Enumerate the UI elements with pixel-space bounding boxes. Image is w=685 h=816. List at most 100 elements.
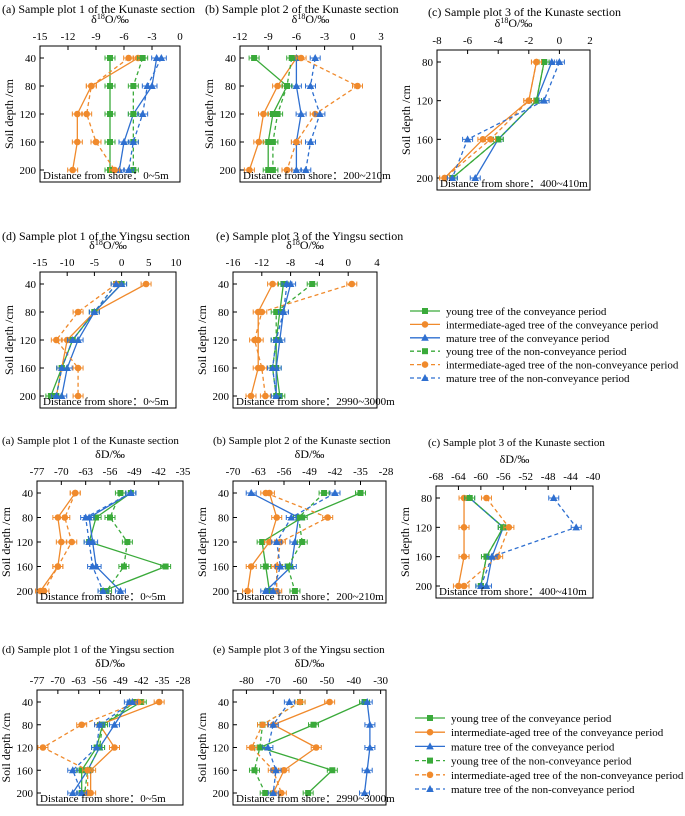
data-point <box>366 743 374 751</box>
y-tick-label: 40 <box>22 697 34 709</box>
data-point <box>269 720 278 728</box>
data-point <box>74 364 82 372</box>
x-tick-label: -30 <box>373 675 388 687</box>
data-point <box>111 166 118 174</box>
x-tick-label: 10 <box>171 257 183 269</box>
data-point <box>120 563 127 570</box>
x-tick-label: -49 <box>113 675 128 687</box>
x-tick-label: -15 <box>33 31 48 43</box>
data-point <box>124 166 133 173</box>
x-tick-label: -52 <box>518 471 533 483</box>
data-point <box>312 744 320 751</box>
y-axis-label: Soil depth /cm <box>195 304 209 375</box>
data-point <box>247 392 255 400</box>
data-point <box>269 167 276 173</box>
series-2 <box>452 494 470 590</box>
data-point <box>455 582 462 590</box>
x-tick-label: -10 <box>60 257 75 269</box>
series-6 <box>300 54 326 173</box>
x-tick-label: -9 <box>264 31 274 43</box>
y-axis-label: Soil depth /cm <box>0 712 13 783</box>
series-line <box>251 701 301 794</box>
legend-label: intermediate-aged tree of the conveyance… <box>446 319 659 331</box>
data-point <box>129 138 138 145</box>
x-tick-label: -68 <box>429 471 444 483</box>
legend-label: mature tree of the conveyance period <box>451 741 615 753</box>
data-point <box>251 336 258 344</box>
y-axis-label: Soil depth /cm <box>398 506 412 577</box>
data-point <box>78 721 85 729</box>
y-axis-label: Soil depth /cm <box>0 506 13 577</box>
legend-label: young tree of the conveyance period <box>451 713 612 725</box>
data-point <box>269 139 276 145</box>
data-point <box>162 563 169 570</box>
y-tick-label: 200 <box>417 173 434 185</box>
x-tick-label: -4 <box>315 257 325 269</box>
data-point <box>460 582 468 590</box>
x-tick-label: -6 <box>463 35 473 47</box>
data-point <box>262 563 269 570</box>
x-tick-label: -6 <box>292 31 302 43</box>
series-line <box>444 61 538 179</box>
x-tick-label: -4 <box>494 35 504 47</box>
data-point <box>78 767 85 774</box>
chart-panel-4: (d) Sample plot 1 of the Yingsu sectionδ… <box>2 229 190 409</box>
chart-title: (d) Sample plot 1 of the Yingsu section <box>2 644 175 656</box>
data-point <box>52 392 61 399</box>
chart-title: (e) Sample plot 3 of the Yingsu section <box>216 229 403 243</box>
series-line <box>451 61 545 179</box>
legend-marker <box>426 728 434 736</box>
x-tick-label: -80 <box>239 675 254 687</box>
data-point <box>255 138 263 146</box>
chart-title: (c) Sample plot 3 of the Kunaste section <box>428 437 605 449</box>
data-point <box>287 513 296 521</box>
data-point <box>157 54 166 61</box>
y-axis-label: Soil depth /cm <box>2 78 16 149</box>
data-point <box>92 138 100 146</box>
data-point <box>68 766 77 774</box>
legend-label: mature tree of the non-conveyance period <box>446 373 630 385</box>
x-axis-label: δD/‰ <box>500 452 530 466</box>
legend-label: intermediate-aged tree of the conveyance… <box>451 727 664 739</box>
chart-title: (b) Sample plot 2 of the Kunaste section <box>205 2 399 16</box>
data-point <box>310 721 317 728</box>
x-tick-label: 2 <box>587 35 593 47</box>
y-tick-label: 120 <box>213 743 230 755</box>
series-line <box>253 283 352 397</box>
series-line <box>480 497 578 587</box>
x-tick-label: 0 <box>177 31 183 43</box>
data-point <box>441 174 448 182</box>
x-tick-label: -8 <box>286 257 296 269</box>
distance-note: Distance from shore：0~5m <box>43 170 169 182</box>
data-point <box>297 54 305 62</box>
x-tick-label: -12 <box>61 31 76 43</box>
series-line <box>457 498 465 587</box>
plot-frame <box>435 485 594 599</box>
data-point <box>309 281 316 287</box>
x-tick-label: -77 <box>30 466 45 478</box>
data-point <box>266 538 273 546</box>
data-point <box>272 766 280 774</box>
data-point <box>293 138 300 146</box>
series-3 <box>290 54 307 173</box>
data-point <box>260 110 267 118</box>
data-point <box>460 524 468 531</box>
series-6 <box>123 54 167 173</box>
data-point <box>84 789 91 797</box>
x-tick-label: -56 <box>496 471 511 483</box>
series-4 <box>282 490 330 594</box>
y-tick-label: 160 <box>213 562 230 574</box>
data-point <box>488 552 496 560</box>
data-point <box>259 721 266 729</box>
distance-note: Distance from shore：200~210m <box>236 591 384 603</box>
data-point <box>555 58 564 65</box>
data-point <box>111 744 118 751</box>
data-point <box>128 698 137 705</box>
series-5 <box>50 280 122 400</box>
y-tick-label: 120 <box>17 743 34 755</box>
legend-oxygen: young tree of the conveyance periodinter… <box>410 306 679 385</box>
x-tick-label: -44 <box>563 471 578 483</box>
chart-panel-7: (b) Sample plot 2 of the Kunaste section… <box>195 435 394 604</box>
data-point <box>299 539 306 545</box>
